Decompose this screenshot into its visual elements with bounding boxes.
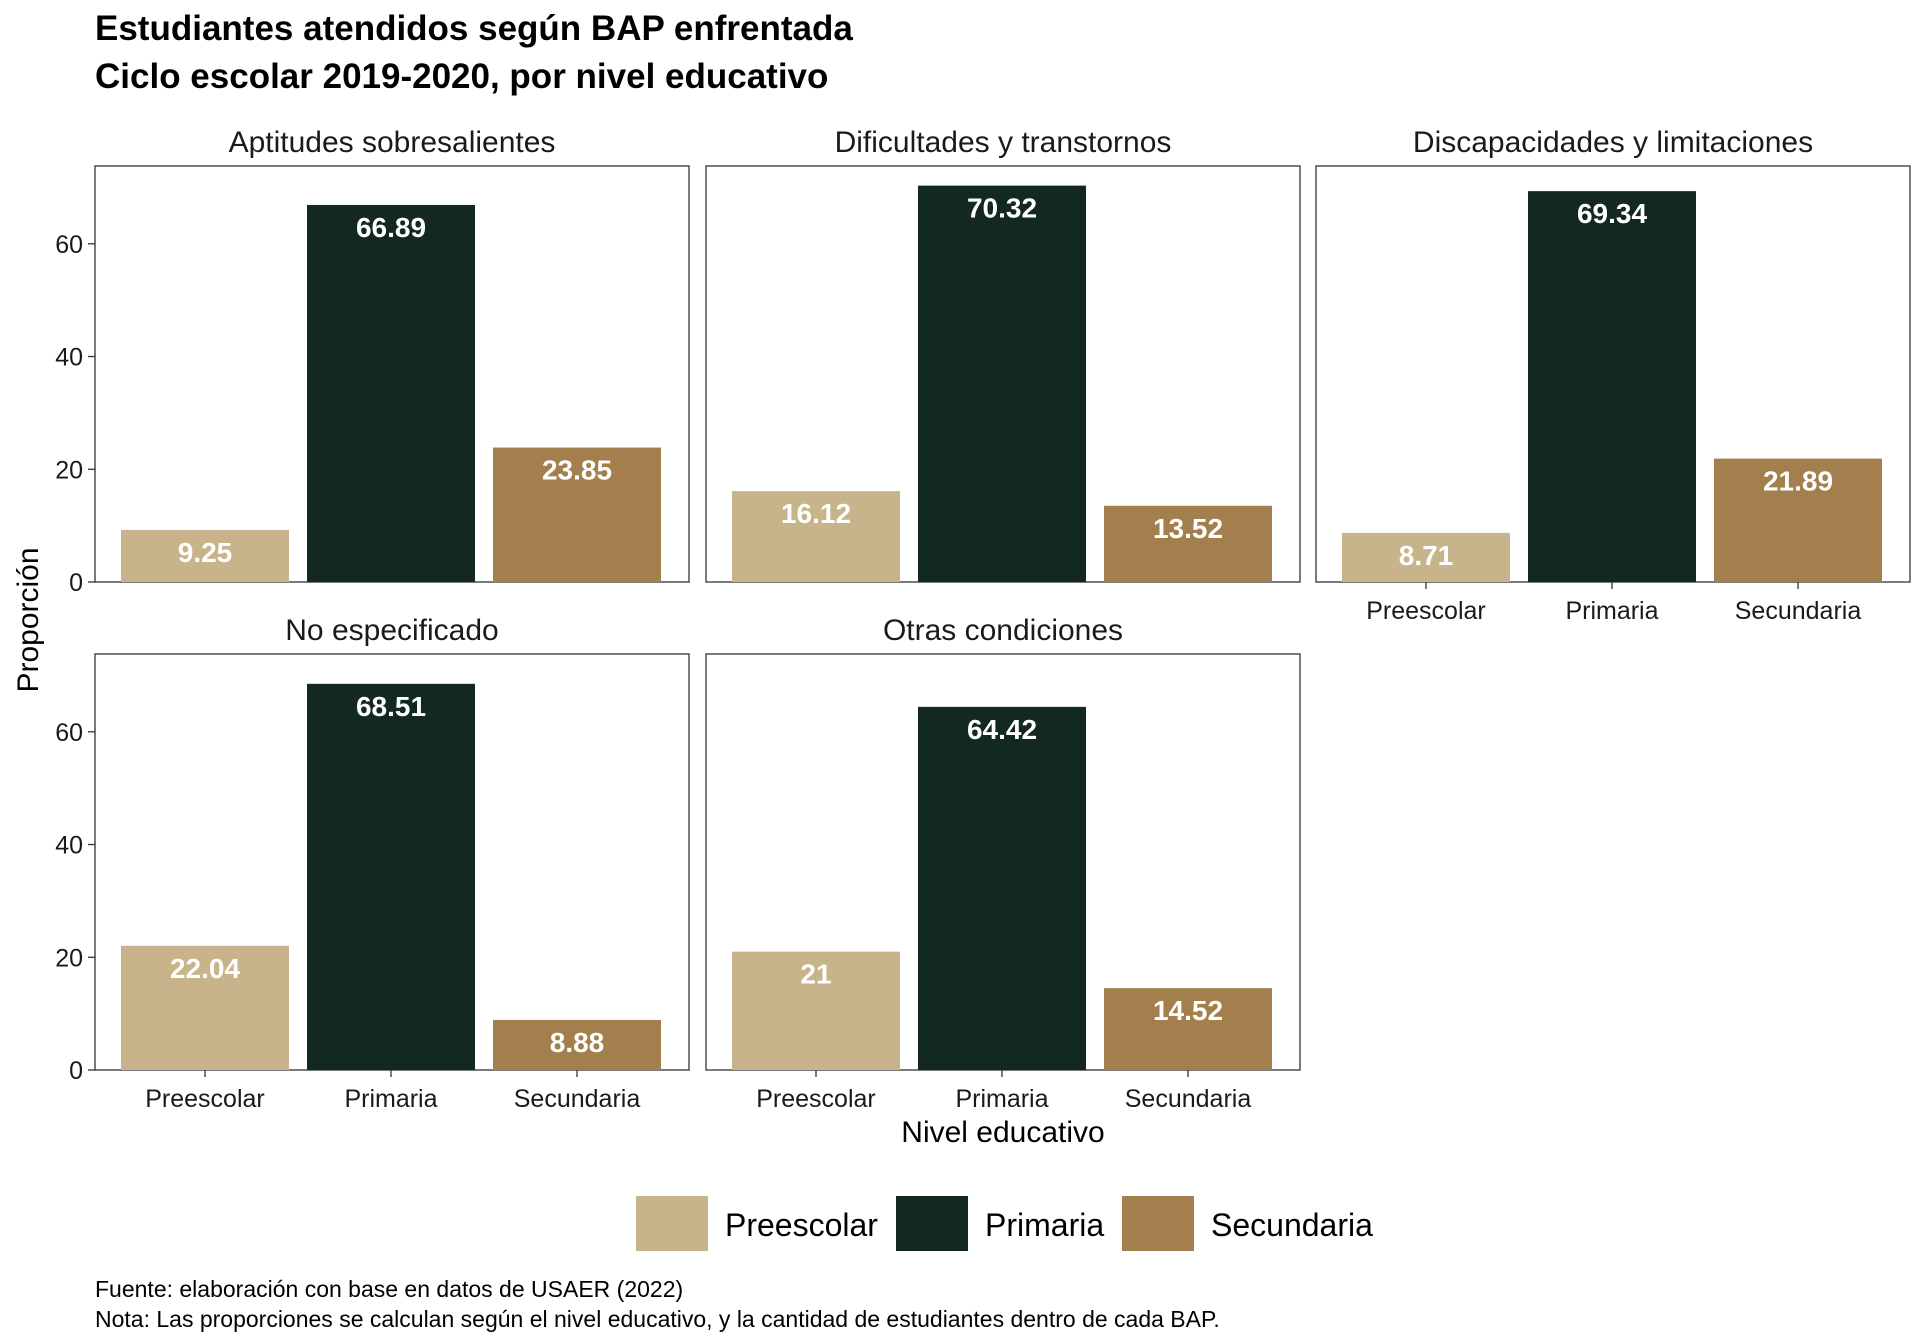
bar-primaria — [307, 683, 475, 1070]
y-tick-label: 20 — [55, 456, 83, 484]
panel-otras-condiciones: Otras condiciones 21 64.42 14.52 Preescolar P… — [705, 614, 1301, 1113]
bar-secundaria — [493, 447, 661, 582]
source-caption: Fuente: elaboración con base en datos de… — [95, 1276, 683, 1302]
bar-primaria — [918, 706, 1086, 1070]
legend: Preescolar Primaria Secundaria — [636, 1196, 1373, 1251]
bar-value-label: 13.52 — [1153, 513, 1223, 544]
bar-secundaria — [1104, 505, 1272, 582]
legend-swatch — [896, 1196, 968, 1251]
legend-swatch — [636, 1196, 708, 1251]
bar-primaria — [918, 185, 1086, 582]
chart-title: Estudiantes atendidos según BAP enfrenta… — [95, 9, 853, 48]
bar-value-label: 64.42 — [967, 714, 1037, 745]
y-tick-label: 20 — [55, 944, 83, 972]
bar-value-label: 16.12 — [781, 498, 851, 529]
x-tick-label: Primaria — [1565, 597, 1658, 625]
panel-title: Discapacidades y limitaciones — [1413, 126, 1813, 159]
bar-value-label: 23.85 — [542, 455, 612, 486]
legend-item-secundaria: Secundaria — [1122, 1196, 1373, 1251]
panel-no-especificado: No especificado 22.04 68.51 8.88 0 20 40 60 Pree… — [55, 614, 690, 1113]
bar-secundaria — [1104, 988, 1272, 1070]
bar-value-label: 68.51 — [356, 691, 426, 722]
note-caption: Nota: Las proporciones se calculan según… — [95, 1306, 1220, 1332]
bar-value-label: 8.71 — [1399, 540, 1454, 571]
x-axis-title: Nivel educativo — [901, 1116, 1104, 1149]
panel-title: No especificado — [285, 614, 498, 647]
y-tick-label: 0 — [69, 1057, 83, 1085]
panel-aptitudes-sobresalientes: Aptitudes sobresalientes 9.25 66.89 23.85 0 2… — [55, 126, 690, 597]
bar-value-label: 69.34 — [1577, 198, 1647, 229]
legend-swatch — [1122, 1196, 1194, 1251]
x-tick-label: Preescolar — [1366, 597, 1486, 625]
x-tick-label: Secundaria — [1125, 1085, 1252, 1113]
bar-value-label: 21.89 — [1763, 466, 1833, 497]
bar-value-label: 8.88 — [550, 1027, 605, 1058]
bar-preescolar — [121, 945, 289, 1070]
bar-primaria — [307, 204, 475, 582]
y-axis-title: Proporción — [12, 547, 45, 692]
panel-dificultades-y-transtornos: Dificultades y transtornos 16.12 70.32 13.5… — [705, 126, 1301, 583]
bar-preescolar — [732, 491, 900, 582]
legend-item-preescolar: Preescolar — [636, 1196, 878, 1251]
legend-label: Secundaria — [1211, 1207, 1373, 1243]
x-tick-label: Preescolar — [756, 1085, 876, 1113]
bar-value-label: 14.52 — [1153, 995, 1223, 1026]
y-tick-label: 40 — [55, 832, 83, 860]
bar-value-label: 22.04 — [170, 953, 240, 984]
x-tick-label: Preescolar — [145, 1085, 265, 1113]
bar-value-label: 70.32 — [967, 193, 1037, 224]
chart-subtitle: Ciclo escolar 2019-2020, por nivel educa… — [95, 57, 828, 96]
bar-primaria — [1528, 191, 1696, 582]
x-tick-label: Primaria — [344, 1085, 437, 1113]
legend-label: Primaria — [985, 1207, 1104, 1243]
legend-item-primaria: Primaria — [896, 1196, 1104, 1251]
y-tick-label: 60 — [55, 719, 83, 747]
y-tick-label: 40 — [55, 344, 83, 372]
x-tick-label: Secundaria — [514, 1085, 641, 1113]
bar-preescolar — [732, 951, 900, 1070]
panel-title: Dificultades y transtornos — [835, 126, 1172, 159]
y-tick-label: 0 — [69, 569, 83, 597]
panels: Aptitudes sobresalientes 9.25 66.89 23.85 0 2… — [55, 126, 1911, 1113]
bar-secundaria — [493, 1019, 661, 1070]
bar-value-label: 21 — [800, 959, 831, 990]
panel-title: Aptitudes sobresalientes — [229, 126, 556, 159]
panel-discapacidades-y-limitaciones: Discapacidades y limitaciones 8.71 69.34 21… — [1315, 126, 1911, 625]
bar-preescolar — [1342, 532, 1510, 582]
bar-preescolar — [121, 529, 289, 582]
panel-title: Otras condiciones — [883, 614, 1123, 647]
x-tick-label: Secundaria — [1735, 597, 1862, 625]
bar-value-label: 9.25 — [178, 537, 233, 568]
bar-secundaria — [1714, 458, 1882, 582]
x-tick-label: Primaria — [955, 1085, 1048, 1113]
y-tick-label: 60 — [55, 231, 83, 259]
legend-label: Preescolar — [725, 1207, 878, 1243]
bar-value-label: 66.89 — [356, 212, 426, 243]
